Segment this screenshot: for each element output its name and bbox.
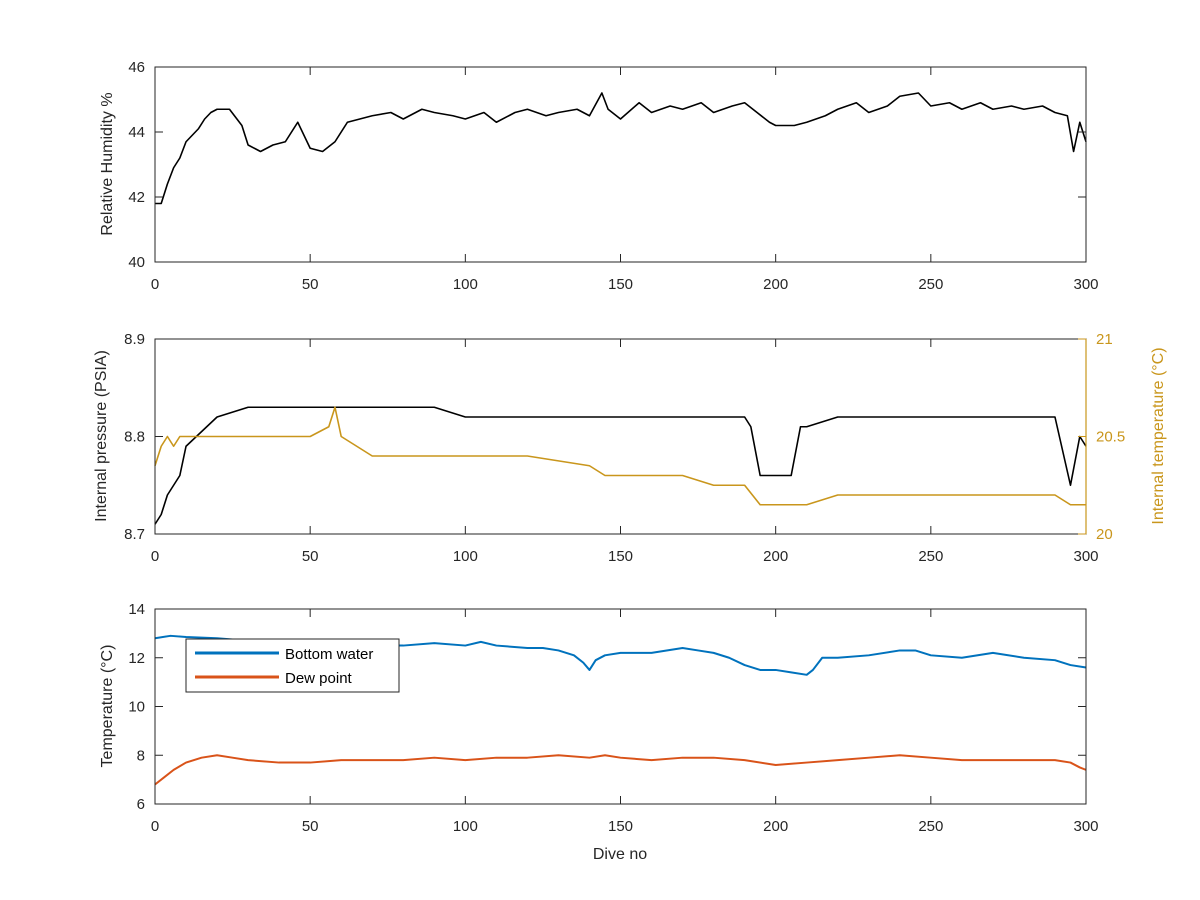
x-tick-label: 200 (763, 548, 788, 565)
series-line-p1-s1 (155, 92, 1087, 205)
y-tick-label-right: 20 (1096, 526, 1113, 543)
x-tick-label: 200 (763, 276, 788, 293)
y-tick-label: 8.8 (124, 429, 145, 446)
x-tick-label: 300 (1073, 276, 1098, 293)
x-tick-label: 200 (763, 818, 788, 835)
series-line-p2-s1 (154, 406, 1087, 525)
y-tick-label: 10 (128, 699, 145, 716)
legend-label-bottom-water: Bottom water (285, 646, 373, 663)
y-tick-label: 14 (128, 601, 145, 618)
panel1-ylabel: Relative Humidity % (99, 92, 116, 235)
y-tick-label: 8.9 (124, 331, 145, 348)
y-tick-label-right: 21 (1096, 331, 1113, 348)
y-tick-label: 44 (128, 124, 145, 141)
series-line-p2-s2 (154, 406, 1086, 506)
panel-temperature: Temperature (°C) Dive no 0 50 100 150 200 250… (99, 601, 1099, 863)
x-tick-label: 300 (1073, 818, 1098, 835)
legend-label-dew-point: Dew point (285, 670, 353, 687)
y-tick-label-right: 20.5 (1096, 429, 1125, 446)
x-tick-label: 250 (918, 818, 943, 835)
legend-box (185, 638, 400, 693)
x-tick-label: 0 (151, 276, 159, 293)
x-tick-label: 150 (608, 548, 633, 565)
series-line-dew-point (154, 754, 1087, 786)
panel3-xlabel: Dive no (593, 846, 647, 863)
x-tick-label: 50 (302, 818, 319, 835)
panel3-ylabel: Temperature (°C) (99, 645, 116, 768)
y-tick-label: 42 (128, 189, 145, 206)
x-tick-label: 250 (918, 276, 943, 293)
x-tick-label: 0 (151, 818, 159, 835)
panel-humidity: Relative Humidity % 0 50 100 150 200 250 300 40… (99, 59, 1099, 293)
x-tick-label: 100 (453, 276, 478, 293)
x-tick-label: 250 (918, 548, 943, 565)
x-tick-label: 150 (608, 276, 633, 293)
x-tick-label: 100 (453, 818, 478, 835)
x-tick-label: 150 (608, 818, 633, 835)
x-tick-label: 100 (453, 548, 478, 565)
y-tick-label: 40 (128, 254, 145, 271)
panel2-ylabel-left: Internal pressure (PSIA) (93, 350, 110, 522)
panel2-ylabel-right: Internal temperature (°C) (1150, 347, 1167, 524)
x-tick-label: 50 (302, 548, 319, 565)
x-tick-label: 300 (1073, 548, 1098, 565)
legend: Bottom water Dew point (185, 638, 400, 693)
y-tick-label: 46 (128, 59, 145, 76)
y-tick-label: 8.7 (124, 526, 145, 543)
y-tick-label: 12 (128, 650, 145, 667)
x-tick-label: 0 (151, 548, 159, 565)
y-tick-label: 6 (137, 796, 145, 813)
panel-pressure-temperature: Internal pressure (PSIA) Internal temper… (93, 331, 1167, 565)
y-tick-label: 8 (137, 747, 145, 764)
x-tick-label: 50 (302, 276, 319, 293)
